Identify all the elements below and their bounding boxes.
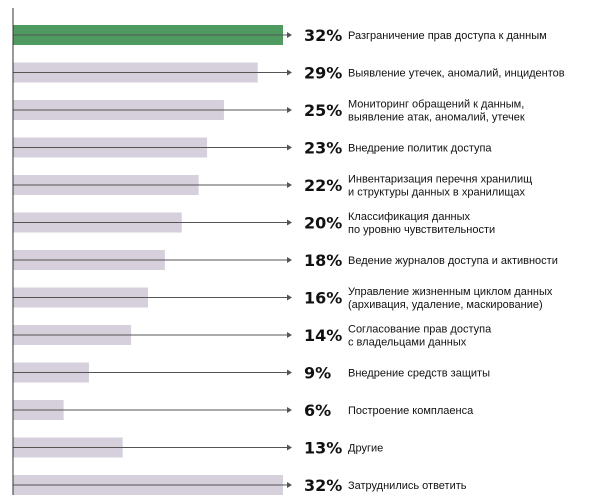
bar-row: 16% Управление жизненным циклом данных(ар… bbox=[13, 286, 553, 311]
value-label: 23% bbox=[304, 139, 342, 158]
value-label: 14% bbox=[304, 326, 342, 345]
leader-arrowhead bbox=[287, 219, 292, 226]
category-label: (архивация, удаление, маскирование) bbox=[348, 299, 543, 311]
category-label: по уровню чувствительности bbox=[348, 224, 495, 236]
value-label: 9% bbox=[304, 364, 331, 383]
category-label: Построение комплаенса bbox=[348, 405, 474, 417]
category-label: Мониторинг обращений к данным, bbox=[348, 99, 524, 111]
leader-arrowhead bbox=[287, 482, 292, 488]
bar-row: 6% Построение комплаенса bbox=[13, 400, 474, 420]
category-label: Ведение журналов доступа и активности bbox=[348, 255, 558, 267]
category-label: Выявление утечек, аномалий, инцидентов bbox=[348, 68, 565, 80]
leader-arrowhead bbox=[287, 69, 292, 76]
leader-arrowhead bbox=[287, 32, 292, 38]
leader-arrowhead bbox=[287, 369, 292, 376]
category-label: Разграничение прав доступа к данным bbox=[348, 30, 547, 42]
category-label: Затруднились ответить bbox=[348, 480, 467, 492]
value-label: 20% bbox=[304, 214, 342, 233]
category-label: Другие bbox=[348, 443, 383, 455]
category-label: Инвентаризация перечня хранилищ bbox=[348, 174, 532, 186]
category-label: Внедрение политик доступа bbox=[348, 143, 492, 155]
bar-row: 32% Затруднились ответить bbox=[13, 475, 467, 495]
value-label: 25% bbox=[304, 101, 342, 120]
value-label: 22% bbox=[304, 176, 342, 195]
leader-arrowhead bbox=[287, 182, 292, 188]
leader-arrowhead bbox=[287, 332, 292, 338]
leader-arrowhead bbox=[287, 407, 292, 413]
category-label: Внедрение средств защиты bbox=[348, 368, 490, 380]
bar-row: 23% Внедрение политик доступа bbox=[13, 137, 492, 158]
value-label: 32% bbox=[304, 476, 342, 495]
value-label: 6% bbox=[304, 401, 331, 420]
leader-arrowhead bbox=[287, 144, 292, 151]
category-label: Согласование прав доступа bbox=[348, 324, 492, 336]
leader-arrowhead bbox=[287, 444, 292, 451]
category-label: Управление жизненным циклом данных bbox=[348, 286, 553, 298]
category-label: Классификация данных bbox=[348, 211, 471, 223]
bar-row: 13% Другие bbox=[13, 437, 383, 458]
leader-arrowhead bbox=[287, 107, 292, 113]
bar-row: 25% Мониторинг обращений к данным,выявлен… bbox=[13, 99, 525, 124]
bar-row: 18% Ведение журналов доступа и активности bbox=[13, 250, 558, 270]
value-label: 16% bbox=[304, 289, 342, 308]
bar-row: 9% Внедрение средств защиты bbox=[13, 362, 490, 383]
bar-row: 29% Выявление утечек, аномалий, инциденто… bbox=[13, 62, 565, 83]
value-label: 18% bbox=[304, 251, 342, 270]
category-label: выявление атак, аномалий, утечек bbox=[348, 112, 525, 124]
bar-row: 32% Разграничение прав доступа к данным bbox=[13, 25, 547, 45]
leader-arrowhead bbox=[287, 294, 292, 301]
category-label: с владельцами данных bbox=[348, 337, 467, 349]
value-label: 13% bbox=[304, 439, 342, 458]
value-label: 32% bbox=[304, 26, 342, 45]
category-label: и структуры данных в хранилищах bbox=[348, 187, 526, 199]
value-label: 29% bbox=[304, 64, 342, 83]
leader-arrowhead bbox=[287, 257, 292, 263]
